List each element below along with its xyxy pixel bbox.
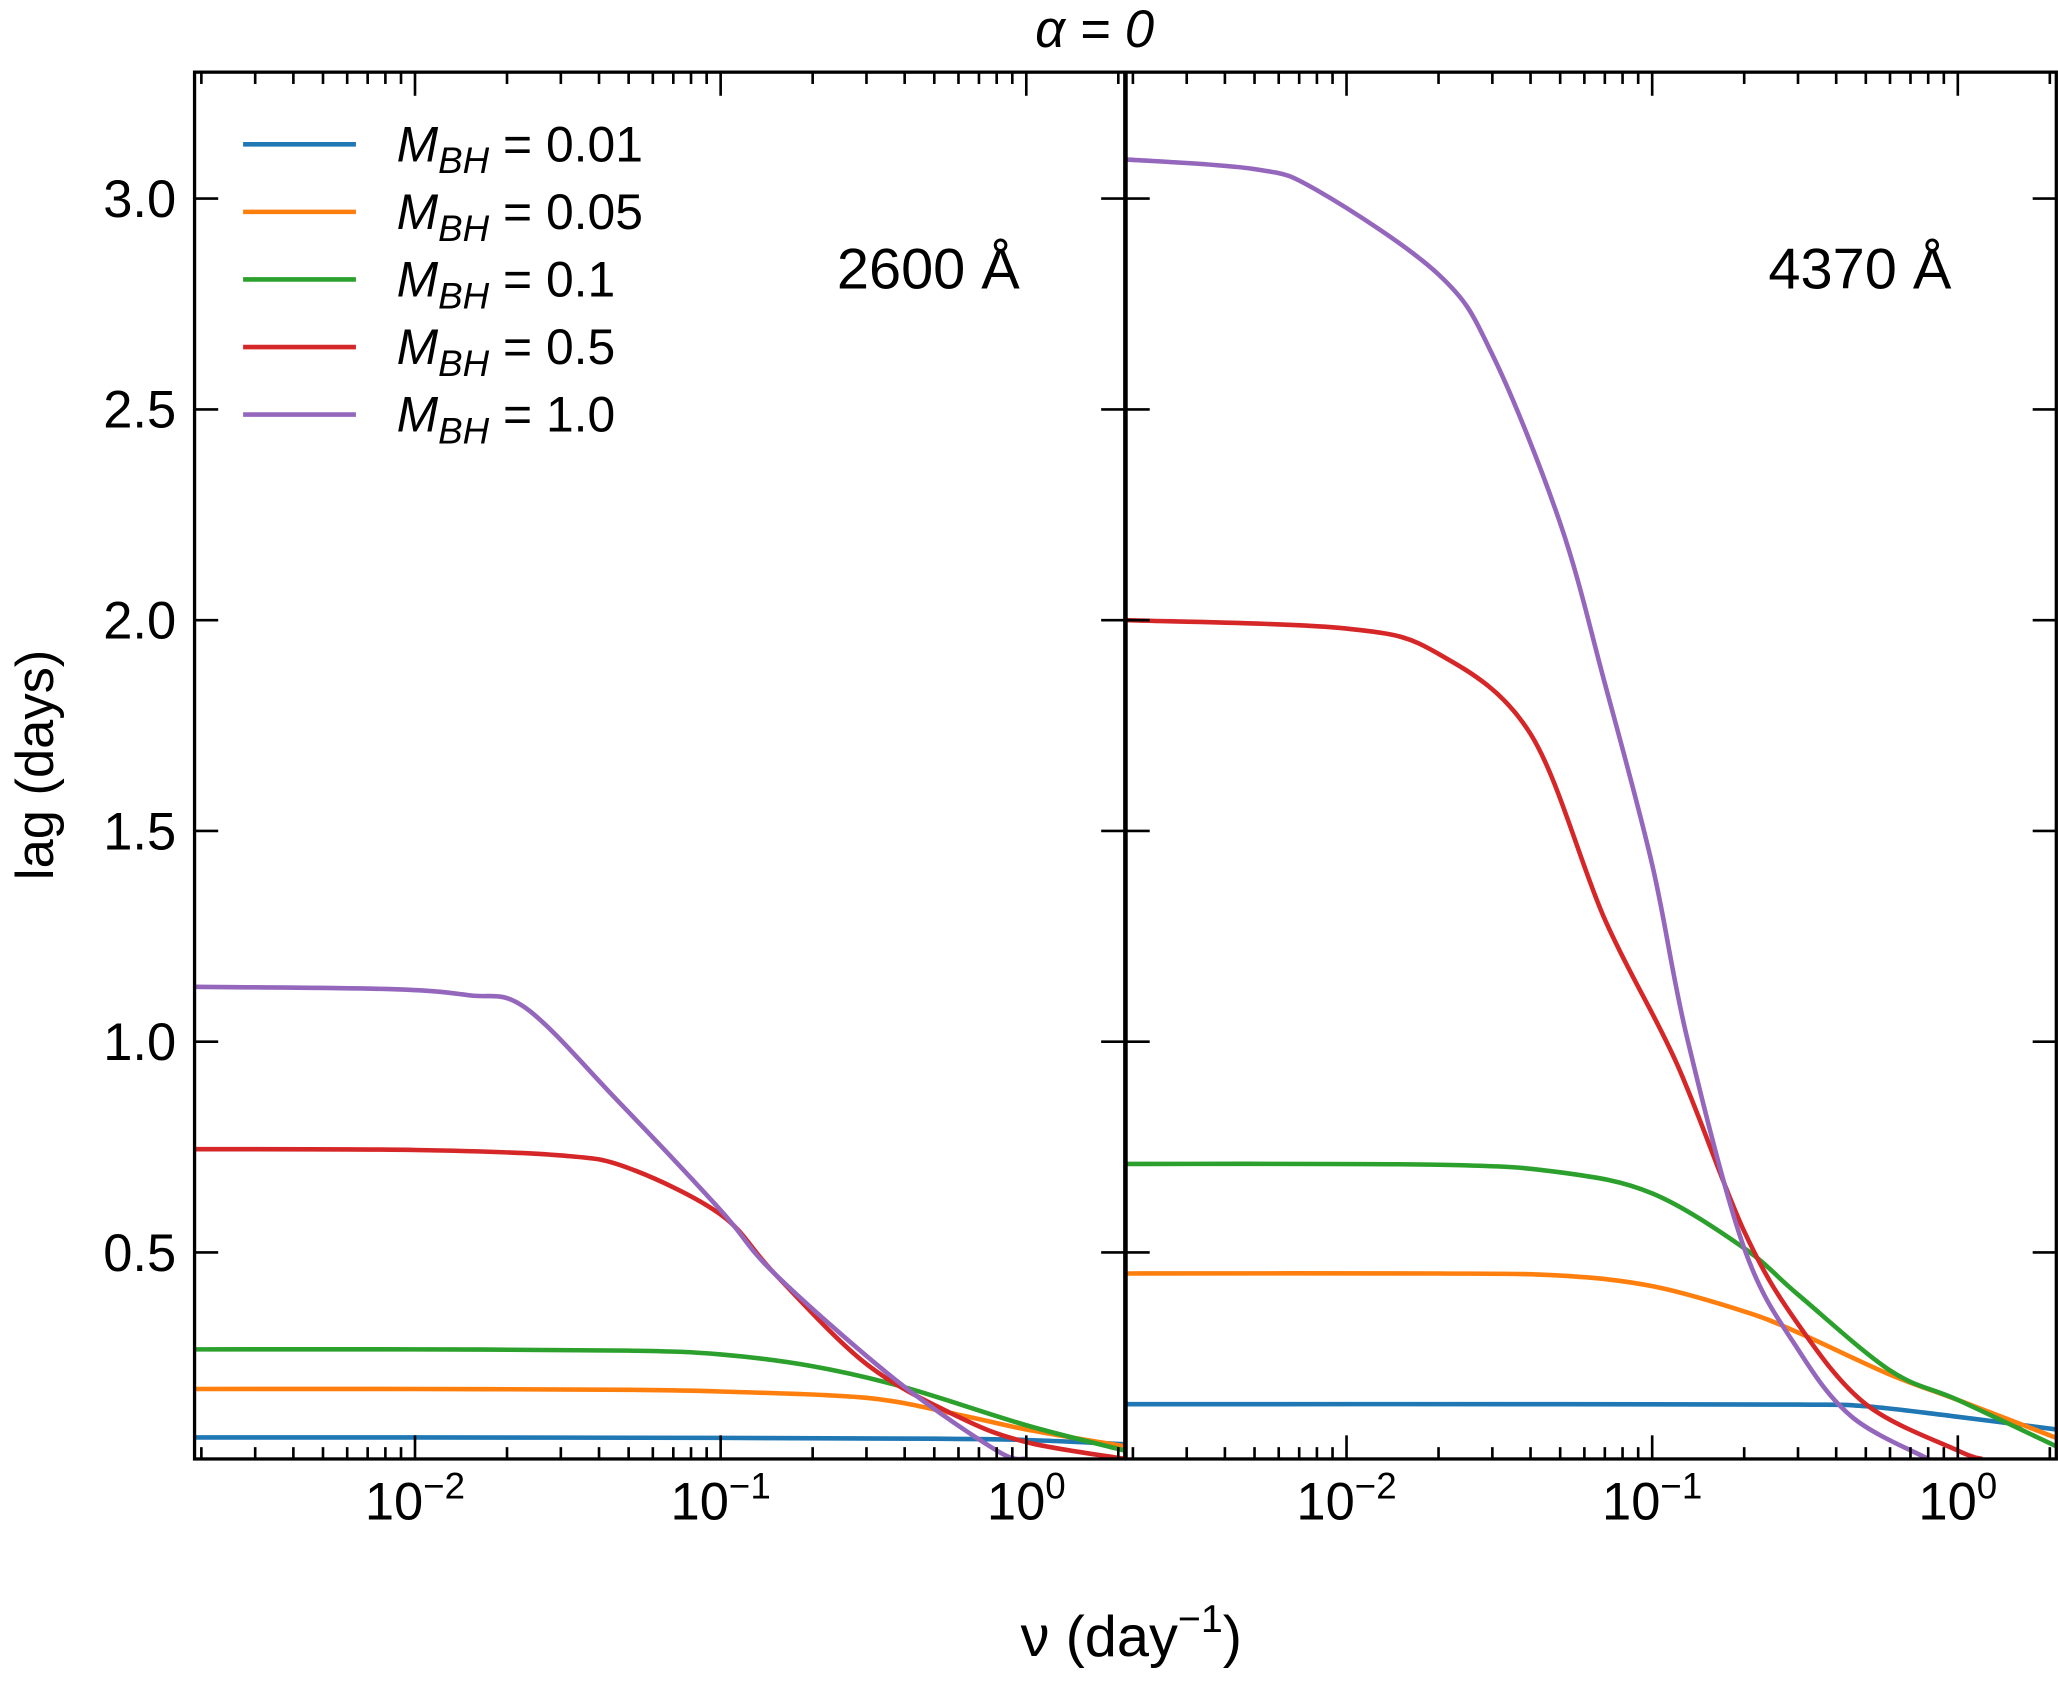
- series-line-5: [194, 984, 1027, 1459]
- chart-title: α = 0: [1035, 0, 1154, 59]
- y-tick-label: 3.0: [103, 170, 176, 229]
- x-axis-label: ν (day−1): [1021, 1597, 1242, 1669]
- y-tick-label: 2.5: [103, 381, 176, 440]
- legend-label-5: MBH = 1.0: [397, 387, 616, 452]
- series-line-1: [1126, 1401, 2057, 1432]
- y-tick-label: 1.0: [103, 1013, 176, 1072]
- wavelength-annotation: 4370 Å: [1768, 238, 1951, 302]
- y-axis-label: lag (days): [6, 650, 65, 880]
- wavelength-annotation: 2600 Å: [837, 238, 1020, 302]
- x-tick-label: 10−1: [1602, 1465, 1702, 1531]
- panel-2: 10−2 10−1 100 4370 Å: [1124, 70, 2058, 1531]
- x-tick-label: 10−2: [1296, 1465, 1396, 1531]
- legend-label-4: MBH = 0.5: [397, 319, 616, 384]
- series-line-4: [1126, 617, 1983, 1459]
- series-line-3: [1126, 1161, 2057, 1449]
- x-tick-label: 100: [987, 1465, 1066, 1531]
- series-line-2: [194, 1386, 1125, 1449]
- legend-label-2: MBH = 0.05: [397, 184, 643, 249]
- legend-label-3: MBH = 0.1: [397, 252, 616, 317]
- x-tick-label: 100: [1918, 1465, 1997, 1531]
- series-line-3: [194, 1346, 1125, 1453]
- y-tick-label: 1.5: [103, 802, 176, 861]
- legend-label-1: MBH = 0.01: [397, 116, 643, 181]
- x-tick-label: 10−2: [365, 1465, 465, 1531]
- x-tick-label: 10−1: [671, 1465, 771, 1531]
- axes-frame: [1124, 70, 2058, 1461]
- y-tick-label: 0.5: [103, 1224, 176, 1283]
- series-line-5: [1126, 157, 1930, 1459]
- y-tick-label: 2.0: [103, 592, 176, 651]
